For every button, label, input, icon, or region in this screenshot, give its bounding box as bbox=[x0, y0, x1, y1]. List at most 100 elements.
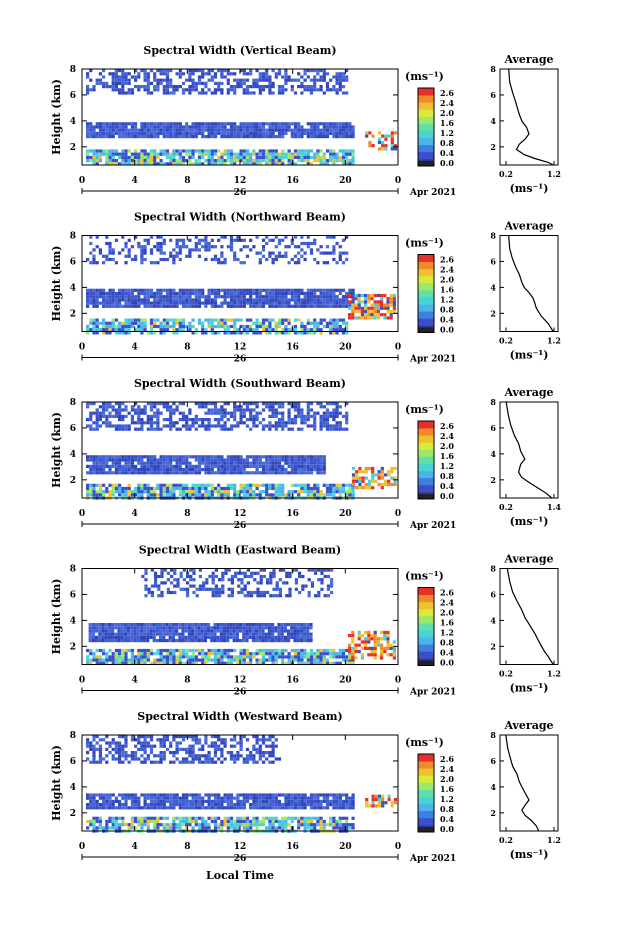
heatmap-cell bbox=[201, 328, 205, 332]
colorbar-frame bbox=[417, 254, 435, 333]
heatmap-cell bbox=[95, 235, 99, 239]
heatmap-cell bbox=[169, 493, 173, 497]
heatmap-cell bbox=[189, 574, 193, 579]
heatmap-cell bbox=[140, 411, 144, 415]
heatmap-cell bbox=[319, 414, 323, 418]
heatmap-cell bbox=[293, 131, 298, 135]
heatmap-cell bbox=[245, 159, 250, 163]
heatmap-cell bbox=[205, 578, 209, 582]
heatmap-cell bbox=[242, 648, 246, 653]
heatmap-cell bbox=[236, 301, 240, 305]
heatmap-cell bbox=[293, 461, 298, 465]
heatmap-cell bbox=[121, 464, 125, 468]
colorbar-segment bbox=[418, 261, 434, 270]
heatmap-cell bbox=[137, 298, 141, 302]
heatmap-cell bbox=[143, 69, 147, 73]
heatmap-cell bbox=[246, 574, 250, 579]
heatmap-cell bbox=[313, 652, 317, 656]
heatmap-cell bbox=[101, 639, 105, 643]
heatmap-cell bbox=[95, 424, 99, 428]
heatmap-cell bbox=[220, 458, 224, 462]
heatmap-cell bbox=[274, 635, 278, 639]
heatmap-cell bbox=[306, 159, 310, 163]
heatmap-cell bbox=[207, 635, 211, 639]
heatmap-cell bbox=[146, 635, 150, 639]
heatmap-cell bbox=[258, 288, 262, 292]
heatmap-cell bbox=[197, 455, 202, 459]
heatmap-cell bbox=[335, 88, 339, 92]
heatmap-cell bbox=[98, 658, 102, 662]
heatmap-cell bbox=[293, 122, 298, 126]
heatmap-cell bbox=[127, 471, 131, 475]
heatmap-cell bbox=[313, 655, 317, 659]
heatmap-cell bbox=[277, 155, 282, 159]
heatmap-cell bbox=[306, 301, 310, 305]
heatmap-cell bbox=[92, 248, 96, 252]
heatmap-cell bbox=[178, 328, 182, 332]
heatmap-cell bbox=[245, 418, 250, 422]
heatmap-cell bbox=[102, 298, 106, 302]
heatmap-cell bbox=[248, 626, 252, 630]
heatmap-cell bbox=[121, 162, 125, 166]
heatmap-cell bbox=[214, 594, 218, 598]
heatmap-cell bbox=[298, 574, 302, 579]
heatmap-cell bbox=[143, 455, 147, 459]
heatmap-cell bbox=[114, 238, 118, 242]
heatmap-cell bbox=[189, 568, 193, 572]
heatmap-cell bbox=[108, 72, 112, 76]
heatmap-cell bbox=[288, 574, 292, 579]
heatmap-cell bbox=[210, 301, 214, 305]
heatmap-cell bbox=[230, 578, 234, 582]
heatmap-cell bbox=[98, 135, 102, 139]
heatmap-cell bbox=[201, 424, 205, 428]
heatmap-cell bbox=[102, 149, 106, 153]
heatmap-cell bbox=[367, 482, 372, 487]
colorbar-segment bbox=[418, 615, 434, 624]
heatmap-cell bbox=[322, 493, 326, 497]
heatmap-cell bbox=[277, 468, 282, 472]
heatmap-cell bbox=[178, 301, 182, 305]
heatmap-cell bbox=[140, 69, 144, 73]
heatmap-cell bbox=[306, 652, 310, 656]
heatmap-cell bbox=[255, 418, 259, 422]
heatmap-cell bbox=[341, 414, 346, 418]
heatmap-cell bbox=[249, 471, 253, 475]
heatmap-cell bbox=[332, 402, 336, 406]
heatmap-cell bbox=[255, 483, 259, 487]
heatmap-cell bbox=[140, 261, 144, 265]
heatmap-cell bbox=[146, 402, 150, 406]
heatmap-cell bbox=[207, 321, 211, 325]
heatmap-cell bbox=[261, 75, 266, 79]
heatmap-cell bbox=[319, 455, 323, 459]
heatmap-cell bbox=[162, 328, 166, 332]
heatmap-cell bbox=[226, 648, 230, 653]
heatmap-cell bbox=[314, 568, 318, 572]
heatmap-cell bbox=[200, 623, 204, 627]
heatmap-cell bbox=[268, 464, 272, 468]
heatmap-cell bbox=[341, 162, 346, 166]
heatmap-cell bbox=[348, 652, 352, 656]
heatmap-cell bbox=[134, 411, 138, 415]
heatmap-cell bbox=[284, 661, 288, 665]
heatmap-cell bbox=[172, 328, 176, 332]
heatmap-cell bbox=[303, 629, 307, 633]
heatmap-cell bbox=[322, 298, 326, 302]
heatmap-cell bbox=[271, 411, 275, 415]
heatmap-cell bbox=[181, 238, 186, 242]
heatmap-cell bbox=[111, 131, 115, 135]
heatmap-cell bbox=[162, 635, 166, 639]
heatmap-cell bbox=[287, 245, 291, 249]
heatmap-cell bbox=[185, 135, 189, 139]
heatmap-cell bbox=[233, 254, 237, 258]
heatmap-cell bbox=[172, 254, 176, 258]
avg-y-tick-label: 8 bbox=[490, 397, 496, 407]
heatmap-cell bbox=[269, 578, 273, 582]
heatmap-cell bbox=[236, 318, 240, 322]
heatmap-cell bbox=[226, 490, 230, 494]
heatmap-cell bbox=[127, 91, 131, 95]
heatmap-cell bbox=[169, 238, 173, 242]
heatmap-cell bbox=[134, 78, 138, 82]
heatmap-cell bbox=[134, 493, 138, 497]
heatmap-cell bbox=[204, 738, 208, 742]
heatmap-cell bbox=[287, 261, 291, 265]
